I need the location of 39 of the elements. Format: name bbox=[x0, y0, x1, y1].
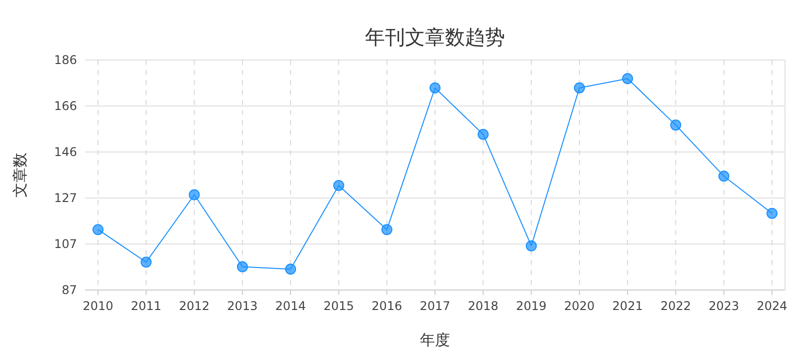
point bbox=[622, 73, 634, 84]
x-tick-label: 2019 bbox=[516, 299, 547, 313]
x-tick-label: 2018 bbox=[468, 299, 498, 313]
point bbox=[670, 120, 682, 131]
x-axis-title: 年度 bbox=[420, 331, 450, 349]
y-tick-label: 127 bbox=[54, 191, 77, 205]
x-tick-label: 2017 bbox=[420, 299, 450, 313]
point bbox=[140, 256, 152, 268]
x-tick-label: 2012 bbox=[179, 299, 210, 313]
point bbox=[718, 170, 730, 182]
point bbox=[92, 224, 104, 236]
point bbox=[285, 264, 296, 275]
y-tick-label: 146 bbox=[54, 145, 77, 159]
x-tick-label: 2021 bbox=[612, 299, 643, 313]
x-tick-label: 2013 bbox=[227, 299, 258, 313]
x-tick-label: 2015 bbox=[323, 299, 354, 313]
point bbox=[236, 261, 248, 272]
point bbox=[381, 224, 392, 236]
x-tick-label: 2024 bbox=[756, 299, 788, 313]
chart-title: 年刊文章数趋势 bbox=[365, 25, 505, 49]
y-axis-title: 文章数 bbox=[11, 152, 29, 198]
point bbox=[333, 180, 344, 191]
point bbox=[574, 82, 585, 94]
x-tick-label: 2010 bbox=[82, 299, 114, 313]
x-tick-label: 2011 bbox=[130, 299, 162, 313]
point bbox=[766, 208, 778, 219]
x-tick-label: 2020 bbox=[564, 299, 595, 313]
x-tick-label: 2023 bbox=[708, 299, 740, 313]
point bbox=[478, 128, 489, 140]
y-tick-label: 166 bbox=[54, 99, 77, 113]
point bbox=[526, 240, 537, 252]
x-tick-label: 2014 bbox=[275, 299, 306, 313]
point bbox=[188, 189, 200, 200]
x-tick-label: 2022 bbox=[660, 299, 691, 313]
y-tick-label: 87 bbox=[62, 283, 77, 297]
x-tick-label: 2016 bbox=[372, 299, 402, 313]
point bbox=[430, 82, 440, 94]
y-tick-label: 107 bbox=[54, 237, 77, 251]
y-tick-label: 186 bbox=[54, 53, 77, 67]
